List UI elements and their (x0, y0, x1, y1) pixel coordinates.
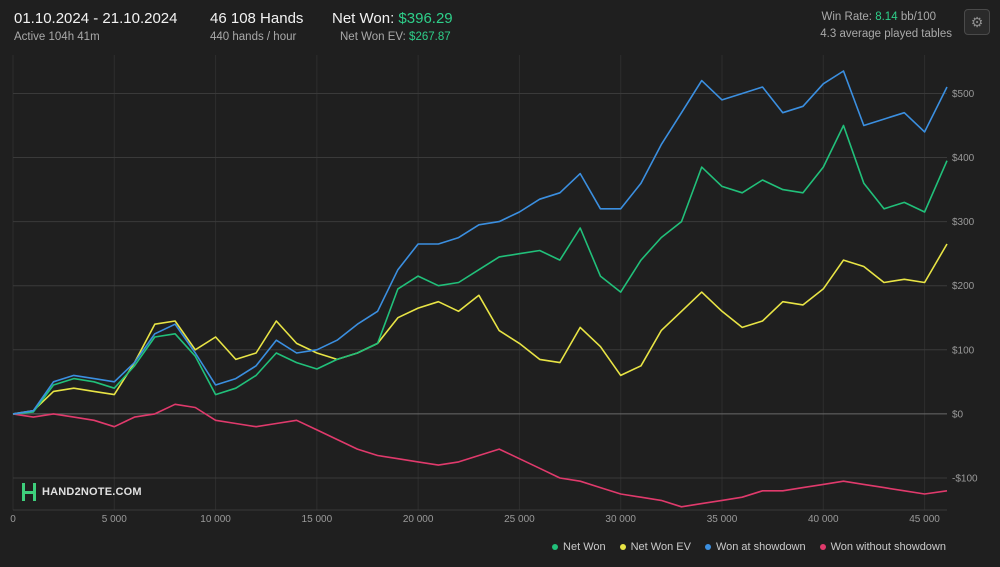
y-tick-label: $200 (952, 281, 975, 292)
active-time: Active 104h 41m (14, 31, 100, 43)
y-tick-label: $300 (952, 217, 975, 228)
settings-button[interactable]: ⚙ (964, 9, 990, 35)
legend-item-won-at-showdown[interactable]: Won at showdown (704, 541, 806, 553)
legend-item-net-won[interactable]: Net Won (552, 541, 606, 553)
win-rate-unit: bb/100 (900, 11, 936, 23)
logo-mark-icon (22, 483, 36, 501)
legend-label: Won without showdown (830, 541, 946, 553)
x-tick-label: 40 000 (808, 514, 839, 525)
gear-icon: ⚙ (970, 13, 984, 30)
legend-label: Net Won (563, 541, 606, 553)
series-line-net-won-ev (12, 243, 948, 415)
ev-label: Net Won EV: (340, 31, 406, 43)
legend-label: Net Won EV (630, 541, 691, 553)
legend-dot (619, 544, 626, 550)
logo-text: HAND2NOTE.COM (42, 486, 142, 498)
x-tick-label: 20 000 (403, 514, 434, 525)
net-won-ev: Net Won EV: $267.87 (340, 31, 451, 43)
x-tick-label: 5 000 (102, 514, 127, 525)
x-tick-label: 30 000 (605, 514, 636, 525)
series-line-won-without-showdown (12, 403, 948, 508)
hands-count: 46 108 Hands (210, 10, 304, 27)
hand2note-logo: HAND2NOTE.COM (22, 483, 142, 501)
x-tick-label: 25 000 (504, 514, 535, 525)
y-tick-label: $100 (952, 345, 975, 356)
x-tick-label: 0 (10, 514, 16, 525)
win-rate: Win Rate: 8.14 bb/100 (822, 11, 936, 23)
net-won-label: Net Won: (332, 10, 395, 27)
series-line-won-at-showdown (12, 70, 948, 415)
net-won: Net Won: $396.29 (332, 10, 453, 27)
y-tick-label: $500 (952, 89, 975, 100)
y-tick-label: -$100 (952, 473, 978, 484)
date-range: 01.10.2024 - 21.10.2024 (14, 10, 178, 27)
x-tick-label: 15 000 (302, 514, 333, 525)
win-rate-label: Win Rate: (821, 11, 873, 23)
legend-dot (819, 544, 826, 550)
stats-header: 01.10.2024 - 21.10.2024 Active 104h 41m … (0, 0, 1000, 52)
legend-label: Won at showdown (715, 541, 806, 553)
legend-item-net-won-ev[interactable]: Net Won EV (619, 541, 691, 553)
series-line-net-won (12, 124, 948, 415)
x-tick-label: 35 000 (707, 514, 738, 525)
x-tick-label: 10 000 (200, 514, 231, 525)
avg-tables: 4.3 average played tables (820, 28, 952, 40)
net-won-value: $396.29 (398, 10, 453, 27)
x-tick-label: 45 000 (909, 514, 940, 525)
legend-dot (704, 544, 711, 550)
win-rate-value: 8.14 (875, 11, 898, 23)
chart-legend: Net Won Net Won EV Won at showdown Won w… (552, 541, 946, 553)
y-tick-label: $0 (952, 409, 964, 420)
legend-dot (552, 544, 559, 550)
ev-value: $267.87 (409, 31, 451, 43)
hands-per-hour: 440 hands / hour (210, 31, 297, 43)
y-tick-label: $400 (952, 153, 975, 164)
legend-item-won-without-showdown[interactable]: Won without showdown (819, 541, 946, 553)
